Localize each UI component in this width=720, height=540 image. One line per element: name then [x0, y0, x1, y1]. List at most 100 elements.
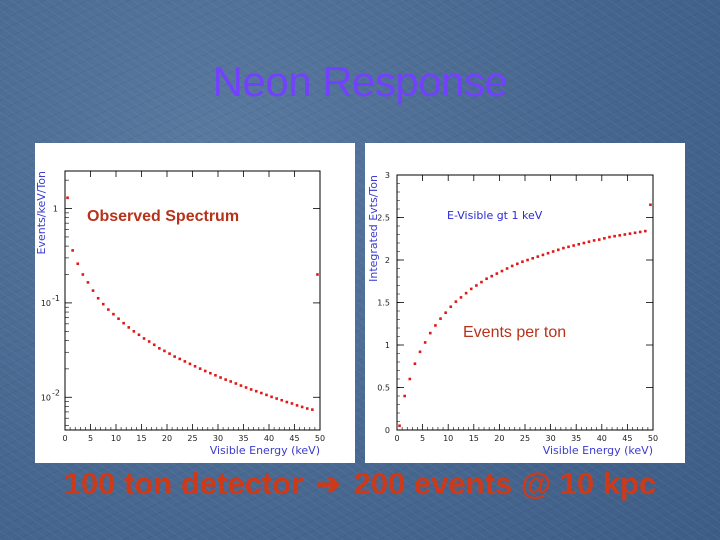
data-point-0-6 [428, 331, 432, 335]
x-tick-label: 50 [315, 434, 325, 443]
data-point-0-8 [439, 317, 442, 320]
data-point-0-36 [249, 388, 253, 391]
data-point-0-40 [603, 237, 606, 240]
data-point-0-39 [597, 238, 601, 241]
x-tick-label: 35 [238, 434, 248, 443]
footer-right-text: 200 events @ 10 kpc [353, 466, 657, 501]
data-point-0-38 [592, 239, 596, 242]
data-point-0-15 [142, 337, 146, 340]
data-point-0-43 [618, 234, 622, 237]
data-point-0-45 [295, 404, 299, 407]
data-point-0-6 [96, 296, 100, 300]
data-point-0-2 [408, 377, 412, 381]
data-point-0-28 [541, 253, 545, 257]
data-point-0-9 [444, 311, 447, 314]
y-tick-label: 10 [41, 299, 51, 308]
data-point-0-36 [582, 241, 586, 245]
data-point-0-31 [224, 378, 227, 381]
y-tick-exponent: -2 [52, 388, 60, 397]
data-point-0-35 [244, 386, 248, 389]
data-point-0-30 [551, 250, 555, 253]
data-point-0-25 [193, 364, 197, 368]
data-point-0-28 [209, 371, 212, 375]
data-point-0-44 [290, 402, 294, 405]
data-point-0-7 [101, 302, 105, 306]
data-point-0-27 [536, 255, 540, 258]
x-tick-label: 45 [622, 434, 632, 443]
data-point-0-12 [459, 296, 463, 299]
y-tick-exponent: -1 [52, 294, 60, 303]
data-point-0-32 [562, 246, 565, 250]
x-tick-label: 50 [648, 434, 658, 443]
slide-title: Neon Response [212, 58, 508, 105]
data-point-0-41 [608, 235, 611, 239]
data-point-0-46 [300, 405, 304, 409]
x-tick-label: 25 [187, 434, 197, 443]
data-point-0-4 [418, 350, 422, 354]
data-point-0-11 [454, 300, 458, 303]
y-axis-label: Events/keV/Ton [35, 171, 48, 255]
data-point-0-35 [577, 242, 581, 246]
data-point-0-14 [469, 287, 473, 291]
y-tick-label: 1 [53, 205, 58, 214]
data-point-0-10 [449, 305, 453, 309]
data-point-0-23 [183, 360, 187, 363]
data-point-0-29 [546, 251, 550, 255]
data-point-0-31 [556, 248, 560, 252]
data-point-0-22 [178, 357, 182, 361]
data-point-0-14 [137, 333, 141, 337]
data-point-0-5 [423, 341, 427, 344]
x-axis-label: Visible Energy (keV) [543, 444, 653, 457]
data-point-0-29 [214, 373, 217, 377]
data-point-0-32 [229, 380, 233, 383]
data-point-0-43 [285, 400, 289, 404]
data-point-0-18 [158, 347, 161, 350]
x-tick-label: 35 [571, 434, 581, 443]
data-point-0-11 [122, 321, 125, 325]
y-tick-label: 0.5 [377, 384, 390, 393]
data-point-0-2 [76, 262, 80, 266]
x-tick-label: 45 [289, 434, 299, 443]
x-tick-label: 20 [162, 434, 172, 443]
data-point-0-37 [254, 389, 258, 393]
data-point-0-1 [71, 249, 74, 252]
data-point-0-1 [403, 394, 406, 398]
data-point-0-0 [398, 424, 401, 428]
x-tick-label: 25 [520, 434, 530, 443]
data-point-0-20 [168, 352, 171, 355]
data-point-0-38 [260, 391, 263, 395]
data-point-0-13 [464, 291, 468, 295]
data-point-0-41 [275, 397, 278, 400]
data-point-0-12 [127, 326, 131, 329]
data-point-0-4 [86, 281, 90, 284]
data-point-0-7 [434, 324, 437, 327]
data-point-0-23 [516, 262, 519, 266]
arrow-right-icon: ➔ [315, 468, 342, 501]
data-point-0-16 [147, 340, 151, 343]
data-point-0-21 [505, 267, 509, 270]
data-point-0-39 [265, 393, 268, 397]
data-point-0-26 [531, 257, 534, 260]
data-point-0-19 [495, 272, 499, 275]
x-tick-label: 20 [494, 434, 504, 443]
data-point-0-45 [628, 232, 632, 235]
y-tick-label: 2.5 [377, 214, 390, 223]
data-point-0-42 [613, 234, 616, 238]
data-point-0-42 [280, 398, 284, 402]
data-point-0-5 [91, 289, 95, 292]
data-point-0-17 [152, 343, 156, 347]
x-tick-label: 40 [264, 434, 274, 443]
y-tick-label: 1.5 [377, 299, 390, 308]
data-point-0-21 [173, 355, 176, 358]
x-tick-label: 5 [420, 434, 425, 443]
x-tick-label: 0 [394, 434, 399, 443]
events-per-ton-svg: 0 5 10 15 20 25 30 35 40 45 50 0 0.5 1 1.5 2 2.5 3 Visible… [367, 171, 658, 457]
data-point-0-44 [623, 233, 627, 236]
data-point-0-48 [644, 229, 647, 233]
data-point-0-20 [500, 269, 504, 273]
data-point-0-48 [311, 408, 314, 411]
x-tick-label: 40 [597, 434, 607, 443]
chart-title: Observed Spectrum [87, 208, 239, 225]
y-tick-label: 10 [41, 393, 51, 402]
